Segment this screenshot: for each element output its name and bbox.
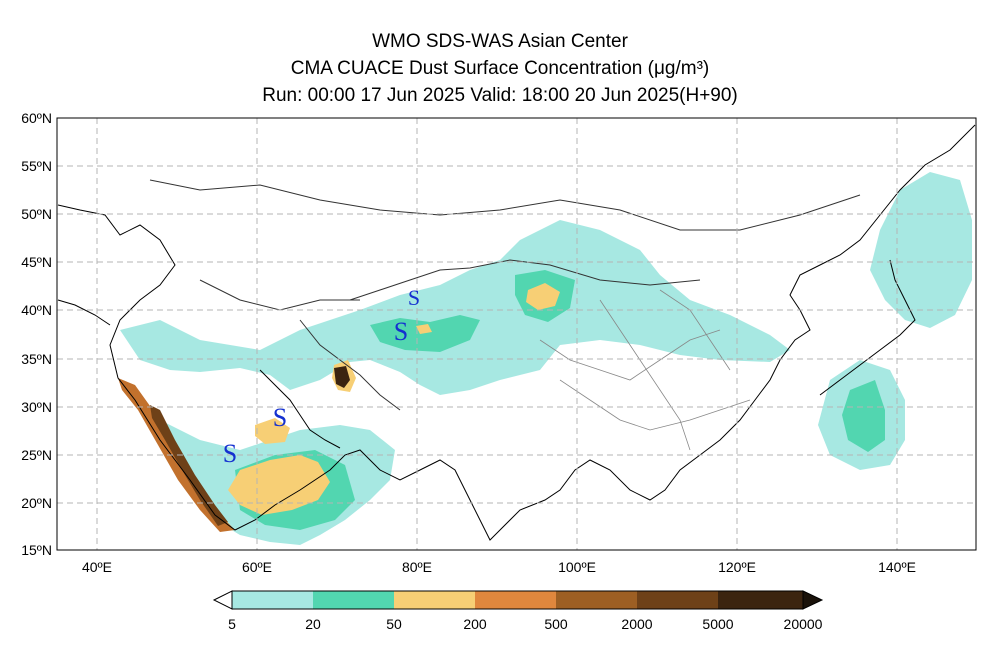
colorbar-segment [718,591,803,609]
border [199,279,360,311]
dust-storm-marker-icon: S [223,439,237,468]
dust-field-light [120,220,790,395]
colorbar-max-arrow [802,590,824,610]
dust-concentration-fields [118,172,972,545]
colorbar-label: 5 [228,616,236,632]
province-border [659,289,731,371]
dust-field-extreme [334,366,350,388]
dust-field-extreme [150,405,228,526]
lon-label: 140ºE [878,559,916,575]
province-border [599,299,691,451]
dust-field-light [870,172,972,328]
border [149,179,861,231]
coastline [259,369,341,449]
lat-label: 60ºN [21,110,52,126]
map-title: WMO SDS-WAS Asian Center [372,31,628,52]
dust-field-mid [370,315,480,352]
colorbar-label: 20 [305,616,321,632]
lat-label: 50ºN [21,206,52,222]
colorbar-segment [475,591,556,609]
coastline [57,299,111,326]
colorbar-frame [231,590,804,610]
lat-label: 30ºN [21,399,52,415]
lat-label: 25ºN [21,447,52,463]
lat-label: 35ºN [21,351,52,367]
colorbar-label: 200 [463,616,487,632]
gridlines [57,118,976,550]
lat-label: 45ºN [21,254,52,270]
longitude-labels: 40ºE 60ºE 80ºE 100ºE 120ºE 140ºE [82,559,916,575]
colorbar-label: 50 [386,616,402,632]
lon-label: 100ºE [558,559,596,575]
dust-storm-marker-icon: S [394,317,408,346]
latitude-labels: 60ºN 55ºN 50ºN 45ºN 40ºN 35ºN 30ºN 25ºN … [21,110,52,558]
colorbar-label: 2000 [621,616,652,632]
lat-label: 15ºN [21,542,52,558]
lon-label: 40ºE [82,559,112,575]
colorbar [212,590,824,610]
colorbar-label: 20000 [784,616,823,632]
colorbar-label: 5000 [702,616,733,632]
border [299,319,401,411]
map-subtitle: CMA CUACE Dust Surface Concentration (μg… [290,58,710,79]
china-province-borders [539,289,751,451]
province-border [539,329,721,381]
colorbar-labels: 5 20 50 200 500 2000 5000 20000 [228,616,823,632]
border [349,259,701,301]
dust-field-high [416,324,432,334]
province-border [559,379,751,431]
colorbar-segment [394,591,475,609]
map-frame [56,117,977,551]
colorbar-label: 500 [544,616,568,632]
lon-label: 120ºE [718,559,756,575]
dust-storm-markers: S S S S [223,285,420,468]
lon-label: 60ºE [242,559,272,575]
dust-storm-marker-icon: S [273,403,287,432]
lon-label: 80ºE [402,559,432,575]
dust-storm-marker-icon: S [408,285,420,310]
dust-field-high [526,283,560,310]
coastline [819,259,916,396]
colorbar-segment [232,591,313,609]
colorbar-segment [556,591,637,609]
dust-field-high [255,418,290,444]
lat-label: 40ºN [21,302,52,318]
dust-field-mid [842,380,885,452]
colorbar-min-arrow [212,590,233,610]
lat-label: 20ºN [21,495,52,511]
colorbar-segment [637,591,718,609]
lat-label: 55ºN [21,158,52,174]
run-valid-time: Run: 00:00 17 Jun 2025 Valid: 18:00 20 J… [262,85,738,106]
colorbar-segment [313,591,394,609]
dust-field-high [228,455,330,515]
